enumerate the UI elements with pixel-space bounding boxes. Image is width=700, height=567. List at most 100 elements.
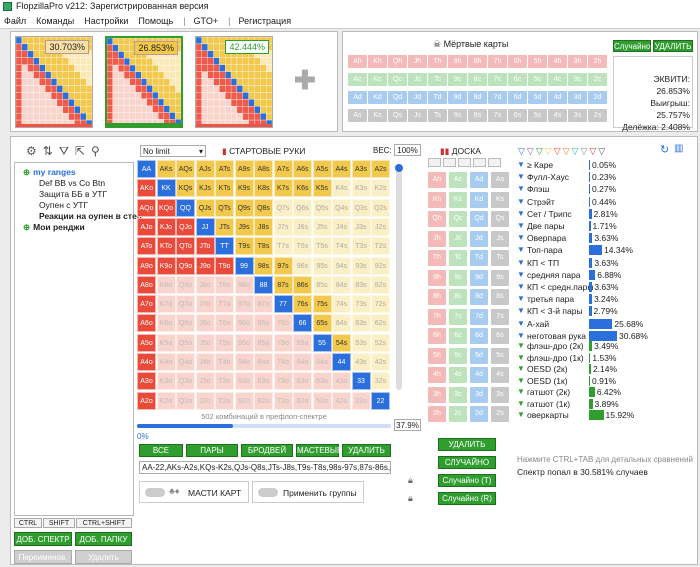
- board-card[interactable]: 3h: [428, 386, 446, 403]
- board-slot[interactable]: [443, 158, 456, 167]
- board-card[interactable]: 7h: [428, 308, 446, 325]
- hand-cell[interactable]: AKo: [137, 179, 156, 198]
- dead-card[interactable]: 3c: [568, 73, 587, 86]
- hand-cell[interactable]: J9o: [195, 256, 215, 275]
- board-card[interactable]: Kd: [470, 191, 488, 208]
- hand-cell[interactable]: 97s: [273, 256, 293, 275]
- filter-icon[interactable]: ▽: [544, 146, 552, 156]
- hand-cell[interactable]: J5s: [312, 217, 332, 236]
- board-card[interactable]: Js: [491, 230, 509, 247]
- hand-cell[interactable]: J2s: [371, 217, 390, 236]
- search-icon[interactable]: ⚲: [90, 144, 100, 158]
- filter-icon[interactable]: ▼: [517, 306, 525, 316]
- dead-card[interactable]: Qd: [388, 91, 407, 104]
- refresh-icon[interactable]: ↻: [660, 144, 670, 156]
- board-card[interactable]: Kh: [428, 191, 446, 208]
- hand-cell[interactable]: 85s: [312, 275, 332, 294]
- filter-icon[interactable]: ▼: [517, 233, 525, 243]
- hand-cell[interactable]: 75s: [312, 295, 332, 314]
- hand-cell[interactable]: KK: [156, 179, 176, 198]
- hand-cell[interactable]: J4s: [332, 217, 351, 236]
- hand-cell[interactable]: 52o: [312, 391, 332, 410]
- hand-cell[interactable]: K6o: [156, 314, 176, 333]
- stat-row[interactable]: ▼ OESD (1к) 0.91%: [517, 375, 697, 387]
- stat-row[interactable]: ▼ Флэш 0.27%: [517, 183, 697, 195]
- board-card[interactable]: As: [491, 172, 509, 188]
- hand-cell[interactable]: 55: [312, 333, 332, 352]
- stat-row[interactable]: ▼ Фулл-Хаус 0.23%: [517, 171, 697, 183]
- hand-cell[interactable]: A3s: [351, 160, 371, 178]
- menu-item[interactable]: Настройки: [84, 15, 129, 26]
- hand-cell[interactable]: JTs: [215, 217, 234, 236]
- dead-card[interactable]: Th: [428, 55, 447, 68]
- board-card[interactable]: 9c: [449, 269, 467, 286]
- stat-row[interactable]: ▼ OESD (2к) 2.14%: [517, 363, 697, 375]
- sort-icon[interactable]: ⇅: [42, 144, 53, 158]
- stat-row[interactable]: ▼ Стрэйт 0.44%: [517, 196, 697, 208]
- board-card[interactable]: 9d: [470, 269, 488, 286]
- board-card[interactable]: Tc: [449, 250, 467, 266]
- range-button[interactable]: УДАЛИТЬ: [342, 444, 391, 457]
- filter-icon[interactable]: ▽: [571, 146, 579, 156]
- hand-cell[interactable]: 92s: [371, 256, 390, 275]
- hand-cell[interactable]: T3s: [351, 237, 371, 256]
- hand-cell[interactable]: K2o: [156, 391, 176, 410]
- dead-card[interactable]: 3s: [568, 109, 587, 122]
- delete-range-button[interactable]: Удалить: [75, 550, 132, 564]
- stat-row[interactable]: ▼ КП < ТП 3.63%: [517, 257, 697, 269]
- range-slot[interactable]: 26.853%: [105, 36, 183, 128]
- tab-ctrl-shift[interactable]: CTRL+SHIFT: [76, 518, 132, 528]
- filter-icon[interactable]: ▽: [580, 146, 588, 156]
- hand-cell[interactable]: 62s: [371, 314, 390, 333]
- hand-cell[interactable]: 72o: [273, 391, 293, 410]
- board-card[interactable]: 3s: [491, 386, 509, 403]
- filter-icon[interactable]: ▼: [517, 410, 525, 419]
- dead-card[interactable]: 5s: [528, 109, 547, 122]
- hand-cell[interactable]: K5o: [156, 333, 176, 352]
- hand-cell[interactable]: 83o: [254, 372, 273, 391]
- dead-card[interactable]: 8h: [468, 55, 487, 68]
- hand-cell[interactable]: 83s: [351, 275, 371, 294]
- hand-cell[interactable]: Q4o: [176, 353, 195, 371]
- dead-card[interactable]: 8d: [468, 91, 487, 104]
- dead-card[interactable]: As: [348, 109, 367, 122]
- board-card[interactable]: Jc: [449, 230, 467, 247]
- board-card[interactable]: 6c: [449, 328, 467, 344]
- board-slot[interactable]: [428, 158, 441, 167]
- board-slot[interactable]: [458, 158, 471, 167]
- stat-row[interactable]: ▼ оверкарты 15.92%: [517, 409, 697, 421]
- dead-card[interactable]: 7s: [488, 109, 507, 122]
- board-card[interactable]: Jd: [470, 230, 488, 247]
- dead-card[interactable]: 9d: [448, 91, 467, 104]
- hand-cell[interactable]: A8s: [254, 160, 273, 178]
- hand-cell[interactable]: AJs: [195, 160, 215, 178]
- range-slot[interactable]: 42.444%: [195, 36, 273, 128]
- hand-cell[interactable]: Q7o: [176, 295, 195, 314]
- tree-item[interactable]: Def BB vs Co Btn: [39, 178, 105, 188]
- hand-cell[interactable]: J8s: [254, 217, 273, 236]
- dead-card[interactable]: Ad: [348, 91, 367, 104]
- suits-toggle[interactable]: [145, 488, 165, 497]
- range-slider[interactable]: [137, 424, 391, 428]
- hand-cell[interactable]: T8o: [215, 275, 234, 294]
- range-percent-input[interactable]: 37.9%: [394, 419, 421, 431]
- hand-cell[interactable]: Q4s: [332, 198, 351, 217]
- hand-cell[interactable]: 65o: [293, 333, 312, 352]
- gear-icon[interactable]: ⚙: [26, 144, 37, 158]
- hand-cell[interactable]: Q9s: [234, 198, 254, 217]
- dead-delete-button[interactable]: УДАЛИТЬ: [653, 40, 693, 52]
- hand-cell[interactable]: A6s: [293, 160, 312, 178]
- hand-cell[interactable]: T8s: [254, 237, 273, 256]
- hand-cell[interactable]: ATs: [215, 160, 234, 178]
- dead-card[interactable]: 4h: [548, 55, 567, 68]
- board-card[interactable]: 5s: [491, 347, 509, 364]
- dead-card[interactable]: 9h: [448, 55, 467, 68]
- hand-cell[interactable]: K9s: [234, 179, 254, 198]
- hand-cell[interactable]: 22: [371, 391, 390, 410]
- board-card[interactable]: 7s: [491, 308, 509, 325]
- hand-cell[interactable]: J5o: [195, 333, 215, 352]
- hand-cell[interactable]: QTo: [176, 237, 195, 256]
- tree-item[interactable]: Реакции на оупен в степ: [39, 211, 142, 221]
- expand-icon[interactable]: ⊕: [23, 167, 31, 177]
- dead-card[interactable]: 4c: [548, 73, 567, 86]
